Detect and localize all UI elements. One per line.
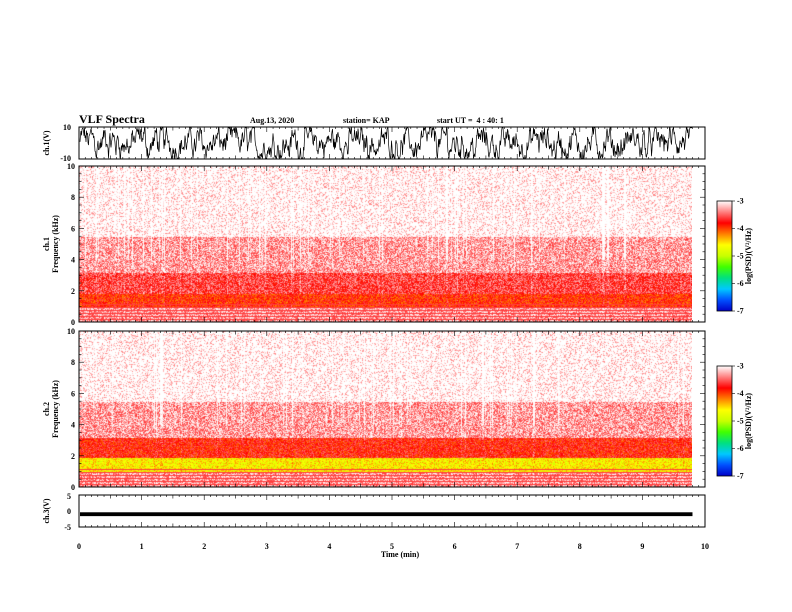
time-tick-label: 5 (390, 542, 394, 551)
y-tick-label: 6 (71, 389, 75, 398)
y-tick-label: 0 (71, 318, 75, 327)
colorbar-tick-label: -6 (737, 444, 744, 453)
ch2-spectrogram-image (79, 331, 692, 487)
colorbar-tick-label: -5 (737, 417, 744, 426)
time-tick-label: 6 (453, 542, 457, 551)
station-label: station= KAP (343, 116, 390, 125)
start-time-label: start UT = 4 : 40: 1 (437, 116, 504, 125)
ch2-spec-ylabel-top: ch.2 (42, 402, 51, 416)
y-tick-label: 4 (71, 421, 75, 430)
colorbar-tick-label: -6 (737, 279, 744, 288)
ch2-colorbar-gradient (716, 365, 733, 477)
colorbar-tick-label: -7 (737, 307, 744, 316)
ch3-waveform-trace (80, 512, 693, 517)
ch1-spec-ylabel: Frequency (kHz) (51, 215, 60, 273)
colorbar-tick-label: -4 (737, 389, 744, 398)
y-tick-label: 10 (67, 327, 75, 336)
ch3-ylabel: ch.3(V) (42, 498, 51, 523)
colorbar-tick-label: -4 (737, 224, 744, 233)
ch2-spec-ylabel: Frequency (kHz) (51, 380, 60, 438)
figure-title: VLF Spectra (79, 112, 145, 126)
ch1-waveform-ticks (78, 127, 706, 159)
ch2-colorbar-label: log(PSD)(V²/Hz) (744, 393, 753, 450)
ch1-colorbar-gradient (716, 200, 733, 312)
ch3-waveform-panel: 5 0 -5 ch.3(V) 0 1 2 3 4 5 6 7 8 9 10 Time (min) (42, 492, 709, 559)
y-tick-label: 10 (67, 162, 75, 171)
ch2-spectrogram-panel: 0 2 4 6 8 10 ch.2 Frequency (kHz) (42, 327, 706, 492)
ch1-colorbar-label: log(PSD)(V²/Hz) (744, 228, 753, 285)
y-tick-label: 4 (71, 256, 75, 265)
ch1-colorbar-ticks: -3 -4 -5 -6 -7 (732, 197, 744, 316)
ch3-waveform-ticks (78, 495, 706, 527)
ch3-ytick-top: 5 (67, 492, 71, 501)
y-tick-label: 6 (71, 224, 75, 233)
ch3-ytick-mid: 0 (67, 507, 71, 516)
ch2-colorbar: -3 -4 -5 -6 -7 log(PSD)(V²/Hz) (716, 362, 753, 481)
y-tick-label: 2 (71, 452, 75, 461)
time-axis-label: Time (min) (381, 550, 420, 559)
time-tick-label: 10 (701, 542, 709, 551)
time-tick-label: 9 (640, 542, 644, 551)
time-tick-label: 7 (515, 542, 519, 551)
ch1-spec-ylabel-top: ch.1 (42, 237, 51, 251)
ch1-ytick-bottom: -10 (60, 154, 71, 163)
ch1-ytick-top: 10 (63, 123, 71, 132)
time-tick-label: 4 (327, 542, 331, 551)
colorbar-tick-label: -3 (737, 197, 744, 206)
time-tick-label: 2 (202, 542, 206, 551)
ch3-ytick-bottom: -5 (64, 523, 71, 532)
colorbar-tick-label: -3 (737, 362, 744, 371)
y-tick-label: 0 (71, 483, 75, 492)
time-tick-label: 8 (578, 542, 582, 551)
y-tick-label: 8 (71, 193, 75, 202)
time-tick-label: 1 (140, 542, 144, 551)
ch1-waveform-panel: 10 -10 ch.1(V) (42, 123, 706, 163)
time-tick-label: 0 (77, 542, 81, 551)
y-tick-label: 2 (71, 287, 75, 296)
y-tick-label: 8 (71, 358, 75, 367)
colorbar-tick-label: -7 (737, 472, 744, 481)
ch1-waveform-trace (79, 126, 692, 160)
ch1-spectrogram-ticks: 0 2 4 6 8 10 (67, 162, 706, 327)
ch1-spectrogram-panel: 0 2 4 6 8 10 ch.1 Frequency (kHz) (42, 162, 706, 327)
time-tick-label: 3 (265, 542, 269, 551)
ch1-ylabel: ch.1(V) (42, 130, 51, 155)
time-axis-tick-labels: 0 1 2 3 4 5 6 7 8 9 10 (77, 542, 709, 551)
colorbar-tick-label: -5 (737, 252, 744, 261)
ch1-spectrogram-image (79, 166, 692, 322)
ch2-spectrogram-ticks: 0 2 4 6 8 10 (67, 327, 706, 492)
ch2-colorbar-ticks: -3 -4 -5 -6 -7 (732, 362, 744, 481)
ch1-colorbar: -3 -4 -5 -6 -7 log(PSD)(V²/Hz) (716, 197, 753, 316)
date-label: Aug.13, 2020 (250, 116, 294, 125)
